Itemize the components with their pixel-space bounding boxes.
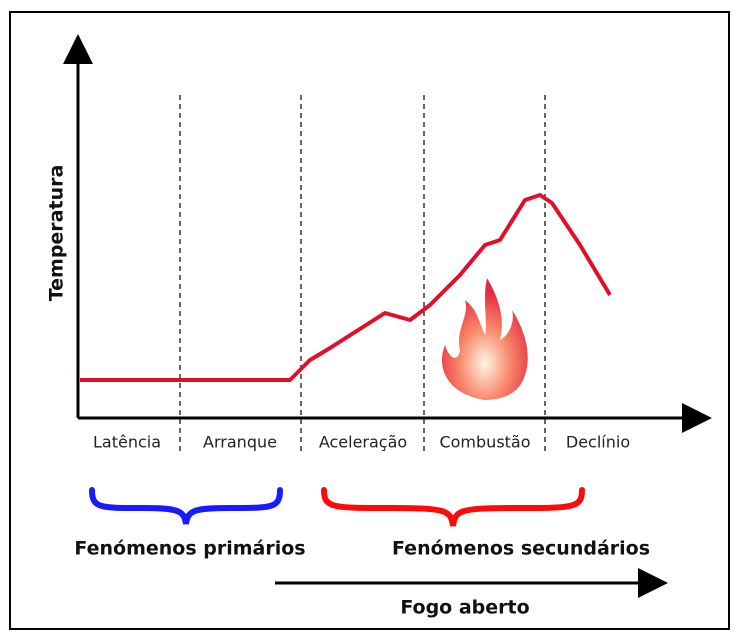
brace-secondary (321, 487, 585, 527)
group-label: Fenómenos primários (74, 538, 305, 560)
brace-primary (89, 487, 283, 525)
flame (441, 278, 528, 400)
phase-label: Combustão (439, 433, 530, 452)
group-label: Fenómenos secundários (392, 538, 650, 560)
phase-label: Declínio (566, 433, 630, 452)
phase-label: Aceleração (319, 433, 407, 452)
phase-label: Arranque (203, 433, 277, 452)
frame (9, 11, 730, 630)
phase-dividers (179, 95, 546, 455)
y-axis-label: Temperatura (46, 165, 68, 302)
temperature-curve (80, 193, 612, 382)
arrow-label: Fogo aberto (400, 597, 529, 619)
phase-label: Latência (93, 433, 161, 452)
